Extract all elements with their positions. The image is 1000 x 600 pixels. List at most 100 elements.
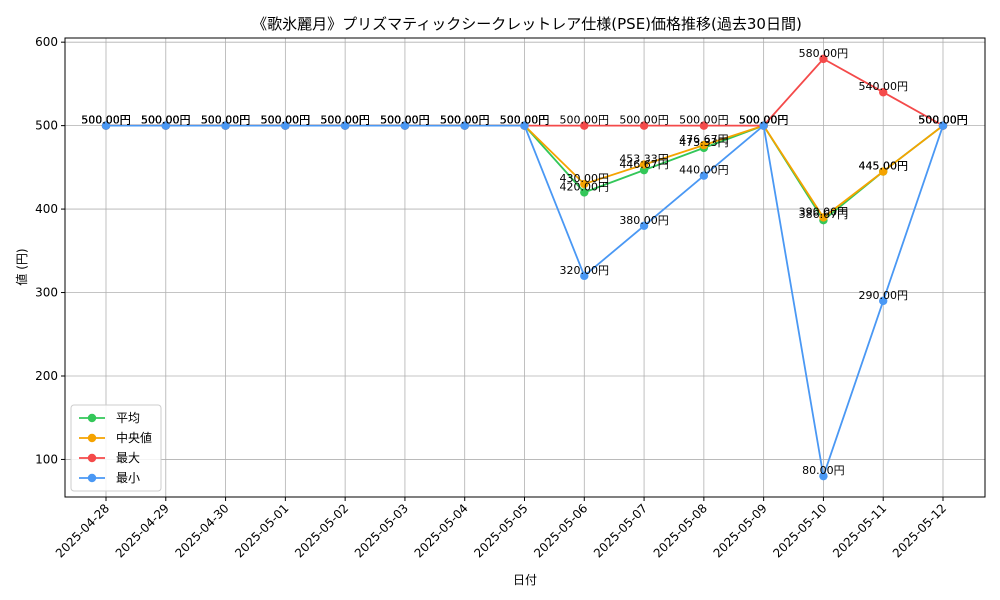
data-label: 500.00円	[261, 114, 311, 127]
data-label: 80.00円	[802, 464, 845, 477]
data-label: 500.00円	[918, 114, 968, 127]
data-label: 500.00円	[918, 114, 968, 127]
data-point	[699, 140, 709, 150]
data-label: 500.00円	[201, 114, 251, 127]
data-label: 500.00円	[141, 114, 191, 127]
data-label: 500.00円	[141, 114, 191, 127]
data-point	[580, 188, 589, 197]
data-label: 500.00円	[739, 114, 789, 127]
data-label: 500.00円	[560, 114, 610, 127]
series-layer	[101, 54, 948, 481]
data-point	[819, 471, 828, 481]
data-label: 500.00円	[261, 114, 311, 127]
data-label: 500.00円	[739, 114, 789, 127]
grid	[65, 38, 985, 497]
legend-marker	[87, 473, 97, 483]
data-label: 445.00円	[858, 160, 908, 173]
data-label: 500.00円	[440, 114, 490, 127]
data-label: 500.00円	[81, 114, 131, 127]
data-label: 420.00円	[560, 180, 610, 193]
data-label: 500.00円	[261, 114, 311, 127]
data-label: 500.00円	[380, 114, 430, 127]
data-label: 580.00円	[799, 47, 849, 60]
legend-label: 平均	[116, 411, 140, 425]
data-label: 500.00円	[500, 114, 550, 127]
data-label: 500.00円	[380, 114, 430, 127]
data-label: 386.67円	[799, 208, 849, 221]
chart-title: 《歌氷麗月》プリズマティックシークレットレア仕様(PSE)価格推移(過去30日間…	[252, 15, 802, 33]
data-point	[580, 271, 589, 281]
data-label: 500.00円	[500, 114, 550, 127]
plot-frame	[64, 37, 986, 498]
x-tick-label: 2025-05-02	[292, 501, 351, 560]
data-label: 473.33円	[679, 136, 729, 149]
data-label: 500.00円	[440, 114, 490, 127]
data-point	[639, 160, 649, 169]
data-label: 500.00円	[380, 114, 430, 127]
data-label: 500.00円	[141, 114, 191, 127]
data-label: 500.00円	[81, 114, 131, 127]
data-label: 500.00円	[380, 114, 430, 127]
x-axis: 2025-04-28 2025-04-29 2025-04-30 2025-05-01…	[53, 497, 949, 560]
legend-marker	[87, 433, 97, 443]
data-label: 320.00円	[560, 264, 610, 277]
x-tick-label: 2025-05-11	[830, 501, 889, 560]
data-point	[101, 121, 111, 130]
legend-box	[70, 404, 162, 492]
data-label: 445.00円	[858, 160, 908, 173]
data-label: 500.00円	[679, 114, 729, 127]
x-tick-label: 2025-05-06	[531, 501, 590, 560]
data-label: 500.00円	[320, 114, 370, 127]
x-tick-label: 2025-05-03	[352, 501, 411, 560]
data-point	[879, 167, 888, 176]
data-point	[221, 121, 230, 130]
data-point	[639, 121, 649, 130]
data-point	[699, 121, 709, 130]
legend-label: 最大	[116, 451, 140, 465]
data-label: 476.67円	[679, 133, 729, 146]
data-label: 430.00円	[560, 172, 610, 185]
x-tick-label: 2025-05-07	[591, 501, 650, 560]
y-tick-label: 400	[35, 202, 58, 216]
data-point	[580, 179, 589, 189]
data-point	[460, 121, 469, 130]
x-tick-label: 2025-05-04	[412, 501, 471, 560]
y-tick-label: 600	[35, 35, 58, 49]
data-point	[281, 121, 290, 130]
data-label: 500.00円	[918, 114, 968, 127]
x-axis-label: 日付	[513, 573, 537, 587]
data-label: 500.00円	[320, 114, 370, 127]
y-tick-label: 100	[35, 452, 58, 466]
data-label: 500.00円	[320, 114, 370, 127]
data-point	[879, 88, 888, 97]
data-point	[520, 121, 529, 130]
data-label: 500.00円	[440, 114, 490, 127]
data-label: 500.00円	[918, 114, 968, 127]
legend-marker	[87, 453, 97, 463]
data-point	[699, 171, 709, 180]
data-label: 290.00円	[858, 289, 908, 302]
legend-label: 中央値	[116, 430, 152, 445]
data-point	[879, 296, 888, 306]
data-label: 540.00円	[858, 80, 908, 93]
data-label: 500.00円	[739, 114, 789, 127]
x-tick-label: 2025-04-29	[113, 501, 172, 560]
data-label: 446.67円	[619, 158, 669, 171]
data-label: 453.33円	[619, 153, 669, 166]
x-tick-label: 2025-04-28	[53, 501, 112, 560]
y-tick-label: 500	[35, 119, 58, 133]
data-label: 500.00円	[440, 114, 490, 127]
data-point	[340, 121, 350, 130]
data-point	[819, 54, 828, 64]
y-axis: 100 200 300 400 500 600	[35, 35, 65, 466]
data-label: 440.00円	[679, 164, 729, 177]
data-label: 500.00円	[739, 114, 789, 127]
x-tick-label: 2025-05-12	[890, 501, 949, 560]
y-tick-label: 200	[35, 369, 58, 383]
data-point	[400, 121, 410, 130]
data-label: 380.00円	[619, 214, 669, 227]
x-tick-label: 2025-05-08	[651, 501, 710, 560]
x-tick-label: 2025-05-01	[232, 501, 291, 560]
